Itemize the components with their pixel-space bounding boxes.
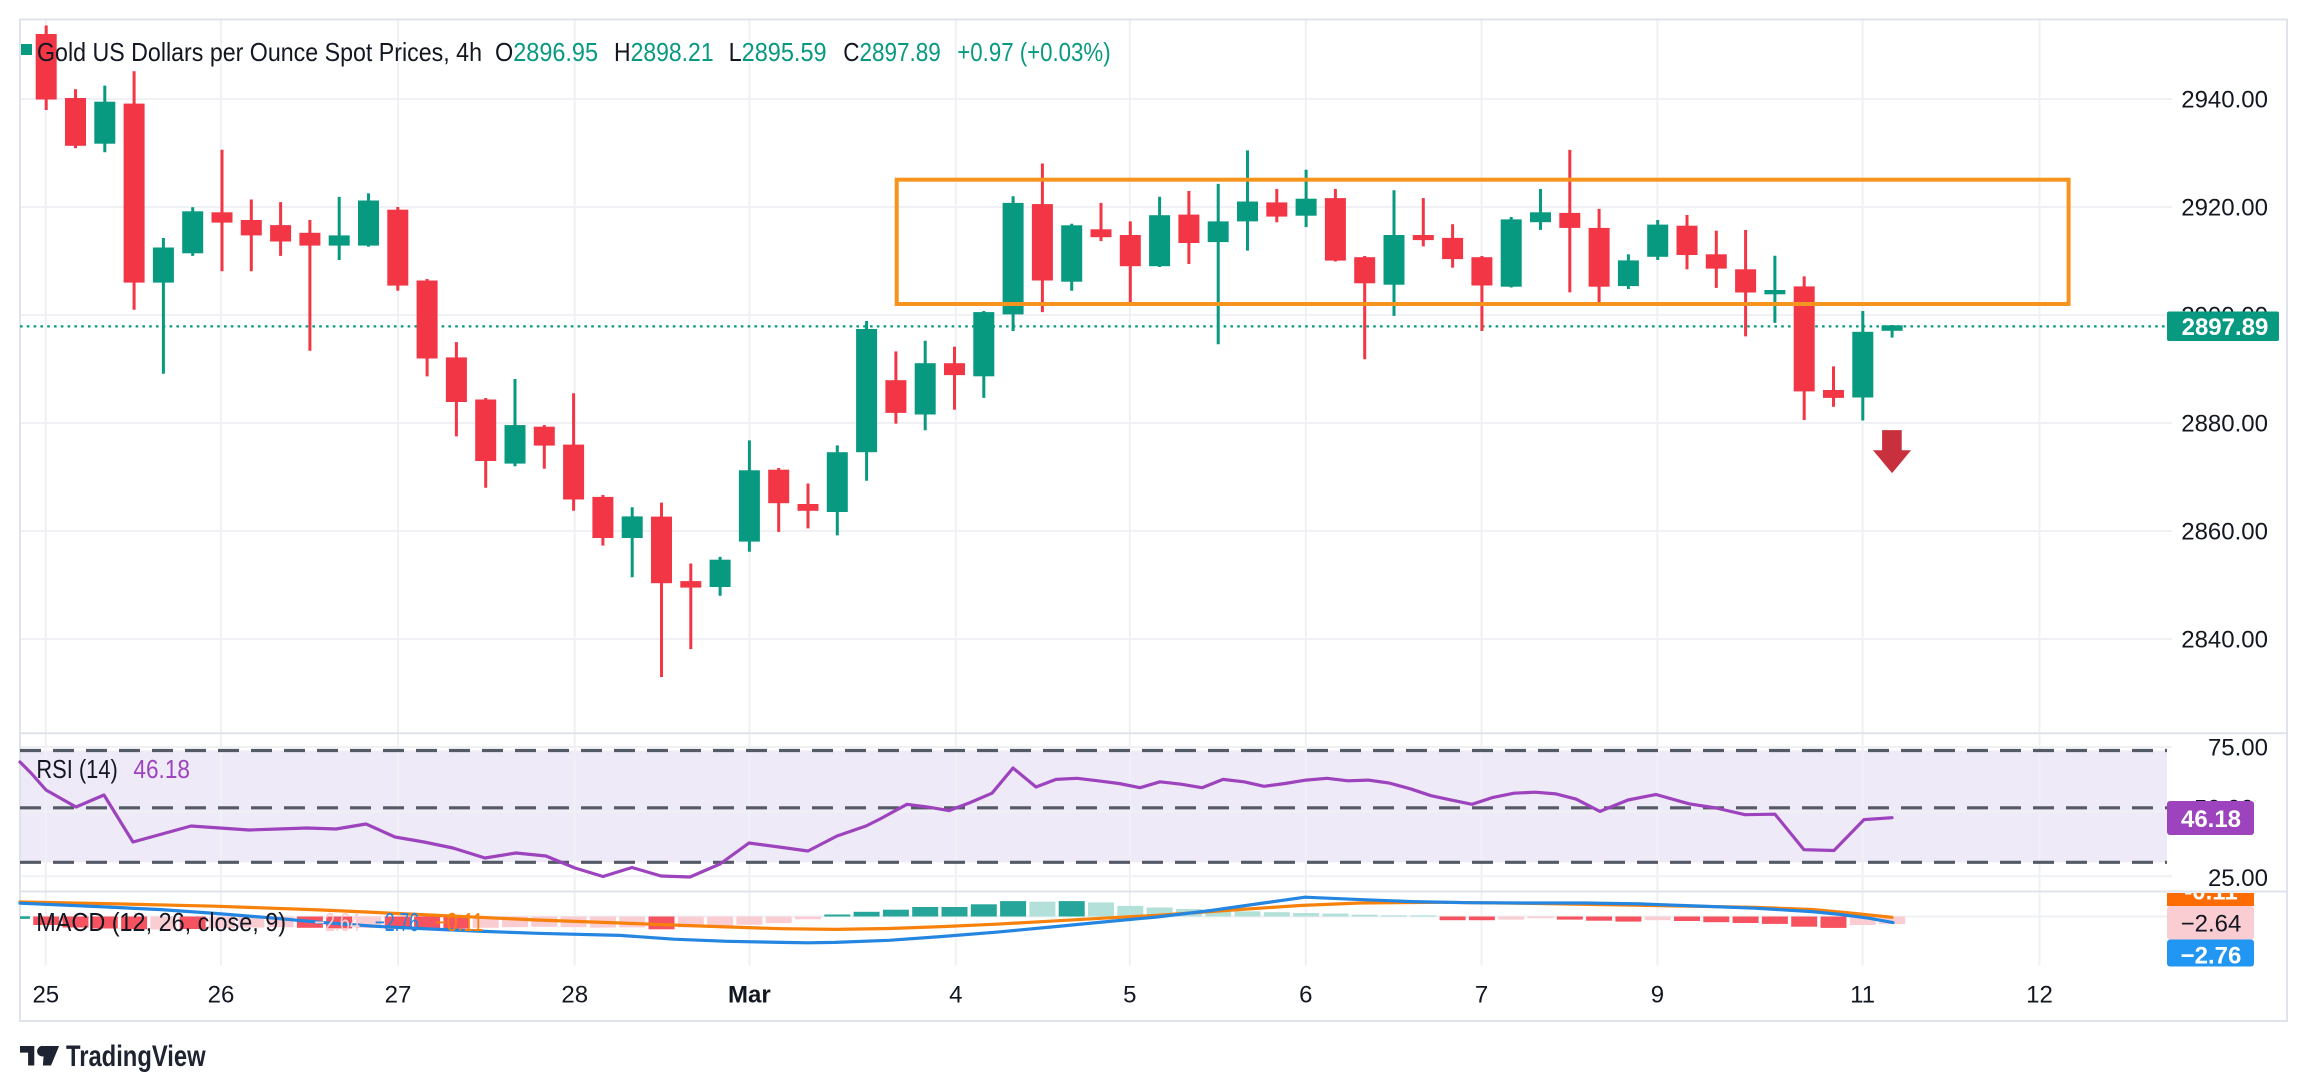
svg-text:7: 7 bbox=[1475, 982, 1488, 1009]
svg-text:9: 9 bbox=[1651, 982, 1664, 1009]
svg-text:-0.11: -0.11 bbox=[2184, 879, 2237, 906]
svg-text:46.18: 46.18 bbox=[133, 754, 190, 784]
svg-text:25: 25 bbox=[32, 982, 59, 1009]
svg-text:75.00: 75.00 bbox=[2208, 735, 2268, 762]
svg-text:4: 4 bbox=[949, 982, 962, 1009]
svg-text:12: 12 bbox=[2026, 982, 2053, 1009]
svg-text:−2.76: −2.76 bbox=[375, 907, 419, 937]
svg-text:46.18: 46.18 bbox=[2181, 806, 2241, 833]
svg-text:H2898.21: H2898.21 bbox=[614, 37, 714, 67]
svg-text:C2897.89: C2897.89 bbox=[843, 37, 941, 67]
svg-text:Gold US Dollars per Ounce Spot: Gold US Dollars per Ounce Spot Prices, 4… bbox=[37, 37, 482, 67]
svg-text:MACD (12, 26, close, 9): MACD (12, 26, close, 9) bbox=[36, 907, 286, 937]
svg-text:−2.64: −2.64 bbox=[2181, 911, 2242, 938]
svg-text:−2.76: −2.76 bbox=[2181, 943, 2242, 970]
svg-text:2860.00: 2860.00 bbox=[2181, 519, 2268, 546]
svg-text:TradingView: TradingView bbox=[66, 1040, 206, 1073]
svg-text:2920.00: 2920.00 bbox=[2181, 195, 2268, 222]
svg-text:Mar: Mar bbox=[728, 982, 771, 1009]
svg-text:O2896.95: O2896.95 bbox=[495, 37, 598, 67]
svg-text:L2895.59: L2895.59 bbox=[729, 37, 827, 67]
svg-text:−2.64: −2.64 bbox=[314, 907, 360, 937]
svg-text:11: 11 bbox=[1850, 982, 1875, 1009]
svg-text:2897.89: 2897.89 bbox=[2182, 314, 2269, 341]
svg-text:25.00: 25.00 bbox=[2208, 865, 2268, 892]
svg-text:6: 6 bbox=[1299, 982, 1312, 1009]
svg-text:5: 5 bbox=[1123, 982, 1136, 1009]
svg-text:26: 26 bbox=[208, 982, 235, 1009]
svg-text:27: 27 bbox=[385, 982, 412, 1009]
svg-text:2840.00: 2840.00 bbox=[2181, 627, 2268, 654]
svg-text:RSI (14): RSI (14) bbox=[36, 754, 117, 784]
svg-text:−0.11: −0.11 bbox=[435, 907, 483, 937]
svg-text:28: 28 bbox=[561, 982, 588, 1009]
svg-text:2880.00: 2880.00 bbox=[2181, 411, 2268, 438]
svg-text:+0.97 (+0.03%): +0.97 (+0.03%) bbox=[957, 37, 1110, 67]
svg-text:2940.00: 2940.00 bbox=[2181, 87, 2268, 114]
